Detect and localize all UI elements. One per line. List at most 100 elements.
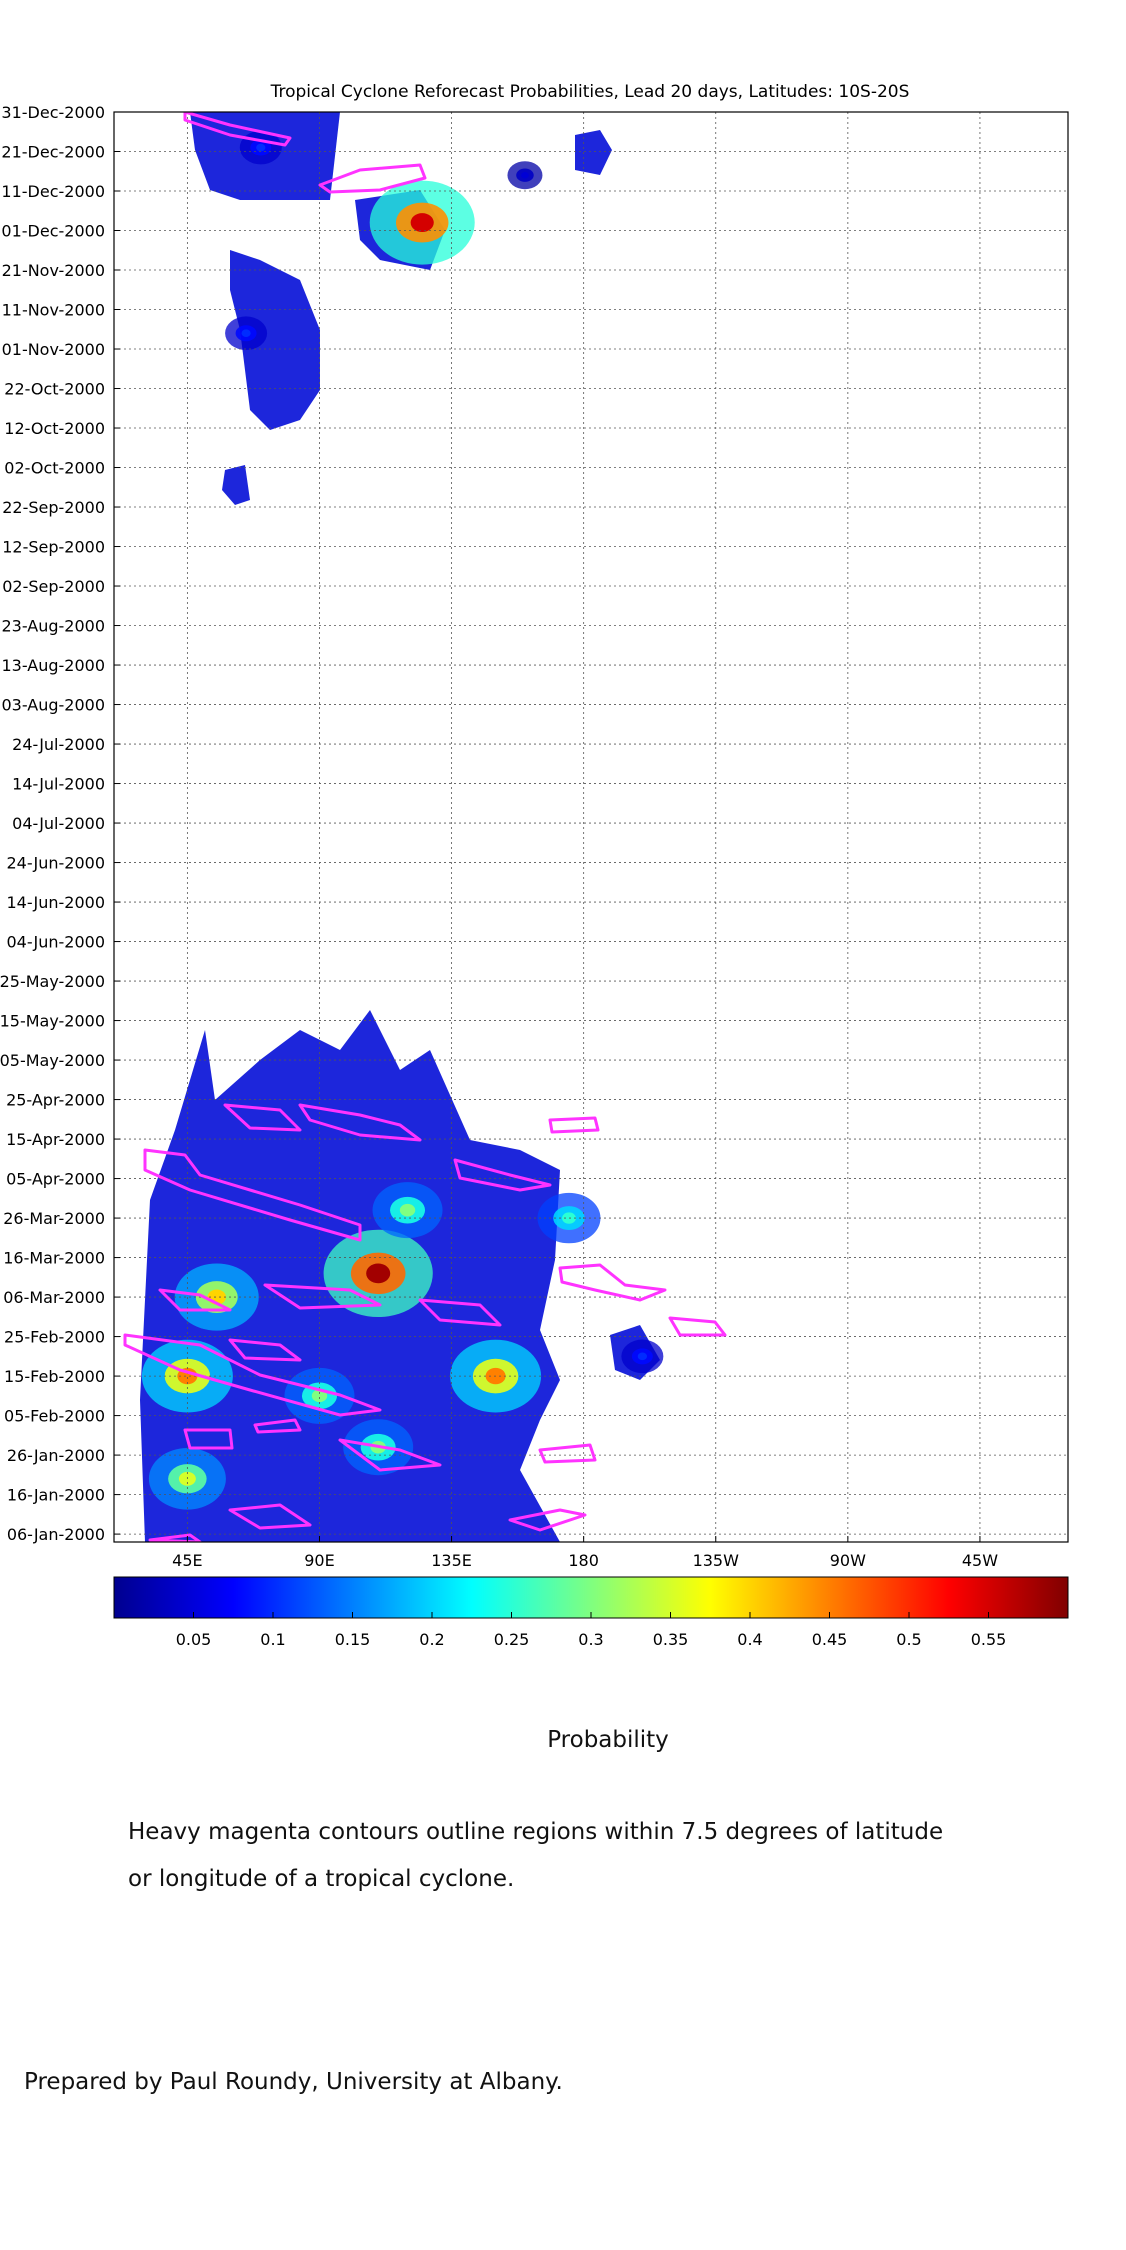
colorbar-tick-label: 0.15 (335, 1630, 371, 1649)
y-tick-label: 04-Jul-2000 (12, 814, 105, 833)
prob-peak-10 (399, 1203, 416, 1217)
y-tick-label: 01-Dec-2000 (1, 222, 105, 241)
colorbar-tick-label: 0.45 (812, 1630, 848, 1649)
colorbar (113, 1576, 1069, 1619)
y-tick-label: 25-Feb-2000 (4, 1328, 105, 1347)
y-tick-label: 12-Sep-2000 (2, 538, 105, 557)
cyclone-contour-5 (548, 1116, 600, 1134)
y-tick-label: 26-Jan-2000 (7, 1446, 105, 1465)
y-axis: 31-Dec-2000 21-Dec-2000 11-Dec-2000 01-Dec-… (0, 103, 120, 1544)
colorbar-tick-label: 0.3 (578, 1630, 603, 1649)
cyclone-contour-6 (453, 1158, 552, 1192)
y-tick-label: 14-Jul-2000 (12, 775, 105, 794)
y-tick-label: 05-Feb-2000 (4, 1407, 105, 1426)
y-tick-label: 12-Oct-2000 (4, 419, 105, 438)
prob-peak-2 (241, 329, 251, 337)
prob-peak-0 (256, 143, 266, 152)
colorbar-tick-label: 0.35 (653, 1630, 689, 1649)
colorbar-tick-label: 0.05 (176, 1630, 212, 1649)
x-tick-label: 90E (304, 1551, 334, 1570)
y-tick-label: 31-Dec-2000 (1, 103, 105, 122)
colorbar-tick-label: 0.2 (419, 1630, 444, 1649)
cyclone-contour-17 (228, 1503, 312, 1530)
activity-region-nov (230, 250, 320, 430)
cyclone-contour-15 (418, 1298, 502, 1327)
prob-peak-3 (521, 172, 529, 179)
cyclone-contour-20 (538, 1443, 597, 1464)
colorbar-tick-label: 0.1 (260, 1630, 285, 1649)
colorbar-tick-label: 0.5 (896, 1630, 921, 1649)
y-tick-label: 25-May-2000 (0, 972, 105, 991)
x-tick-label: 45E (172, 1551, 202, 1570)
cyclone-contour-1 (318, 163, 427, 194)
y-tick-label: 22-Oct-2000 (4, 380, 105, 399)
colorbar-tick-label: 0.4 (737, 1630, 762, 1649)
y-tick-label: 13-Aug-2000 (1, 656, 105, 675)
y-tick-label: 26-Mar-2000 (3, 1209, 105, 1228)
colorbar-tick-label: 0.55 (971, 1630, 1007, 1649)
cyclone-contours (123, 112, 727, 1542)
y-tick-label: 24-Jul-2000 (12, 735, 105, 754)
activity-region-sep (222, 465, 250, 505)
y-tick-label: 04-Jun-2000 (6, 933, 105, 952)
y-tick-label: 16-Jan-2000 (7, 1486, 105, 1505)
x-tick-label: 90W (830, 1551, 866, 1570)
cyclone-contour-0 (183, 112, 292, 147)
cyclone-contour-9 (123, 1333, 382, 1417)
cyclone-contour-13 (183, 1428, 234, 1450)
cyclone-contour-11 (228, 1338, 302, 1362)
y-tick-label: 03-Aug-2000 (1, 696, 105, 715)
y-tick-label: 06-Mar-2000 (3, 1288, 105, 1307)
y-tick-label: 06-Jan-2000 (7, 1525, 105, 1544)
y-tick-label: 15-Feb-2000 (4, 1367, 105, 1386)
y-tick-label: 02-Sep-2000 (2, 577, 105, 596)
y-tick-label: 24-Jun-2000 (6, 854, 105, 873)
cyclone-contour-4 (143, 1148, 362, 1242)
x-tick-label: 135E (431, 1551, 472, 1570)
colorbar-ticks: 0.05 0.1 0.15 0.2 0.25 0.3 0.35 0.4 0.45 0.5 0.55 (176, 1612, 1007, 1649)
cyclone-contour-7 (558, 1263, 667, 1302)
prob-peak-7 (366, 1263, 391, 1284)
y-tick-label: 15-Apr-2000 (6, 1130, 105, 1149)
credit-line: Prepared by Paul Roundy, University at A… (24, 2069, 563, 2095)
cyclone-contour-18 (148, 1533, 202, 1542)
cyclone-contour-3 (298, 1103, 422, 1142)
chart-title: Tropical Cyclone Reforecast Probabilitie… (270, 82, 910, 102)
prob-peak-9 (311, 1389, 328, 1403)
y-tick-label: 05-May-2000 (0, 1051, 105, 1070)
prob-peak-1 (410, 213, 434, 233)
y-tick-label: 16-Mar-2000 (3, 1249, 105, 1268)
heatmap-field (140, 112, 664, 1542)
colorbar-label: Probability (547, 1727, 669, 1753)
y-tick-label: 21-Dec-2000 (1, 143, 105, 162)
caption-line-1: Heavy magenta contours outline regions w… (128, 1819, 944, 1845)
grid (114, 111, 1068, 1542)
prob-peak-13 (637, 1352, 647, 1361)
activity-region-dec-c (575, 130, 612, 175)
colorbar-tick-label: 0.25 (494, 1630, 530, 1649)
y-tick-label: 01-Nov-2000 (2, 340, 105, 359)
cyclone-contour-2 (223, 1103, 302, 1132)
y-tick-label: 11-Dec-2000 (1, 182, 105, 201)
cyclone-contour-10 (158, 1288, 232, 1312)
y-tick-label: 15-May-2000 (0, 1012, 105, 1031)
cyclone-contour-12 (253, 1418, 302, 1434)
prob-peak-12 (562, 1212, 576, 1224)
cyclone-contour-19 (508, 1508, 587, 1532)
cyclone-contour-14 (263, 1283, 382, 1310)
y-tick-label: 11-Nov-2000 (2, 301, 105, 320)
y-tick-label: 23-Aug-2000 (1, 617, 105, 636)
y-tick-label: 22-Sep-2000 (2, 498, 105, 517)
cyclone-contour-16 (338, 1438, 442, 1472)
y-tick-label: 02-Oct-2000 (4, 459, 105, 478)
plot-frame (113, 111, 1069, 1543)
cyclone-contour-8 (668, 1316, 727, 1337)
y-tick-label: 21-Nov-2000 (2, 261, 105, 280)
x-tick-label: 135W (693, 1551, 740, 1570)
x-tick-label: 45W (962, 1551, 998, 1570)
y-tick-label: 25-Apr-2000 (6, 1091, 105, 1110)
y-tick-label: 14-Jun-2000 (6, 893, 105, 912)
x-tick-label: 180 (568, 1551, 599, 1570)
x-axis: 45E 90E 135E 180 135W 90W 45W (172, 1536, 998, 1570)
